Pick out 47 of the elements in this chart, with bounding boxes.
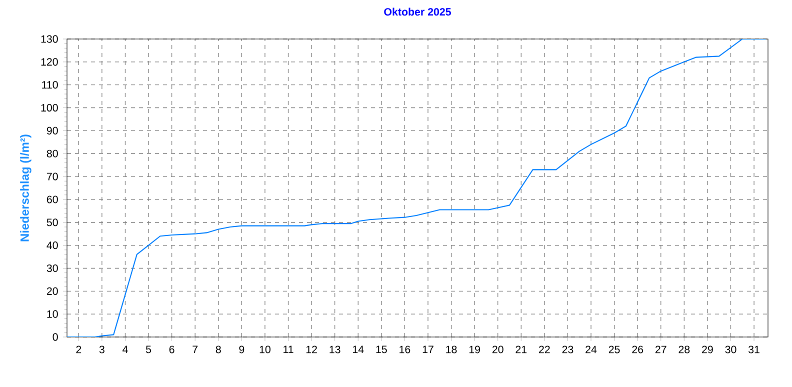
y-tick-label: 90 bbox=[46, 126, 58, 134]
x-tick-label: 29 bbox=[702, 346, 713, 354]
x-tick-label: 7 bbox=[192, 346, 198, 354]
y-axis-title: Niederschlag (l/m²) bbox=[20, 134, 32, 242]
x-tick-label: 30 bbox=[725, 346, 736, 354]
x-tick-label: 21 bbox=[516, 346, 527, 354]
x-tick-label: 8 bbox=[216, 346, 221, 354]
y-tick-label: 40 bbox=[46, 242, 58, 250]
y-tick-label: 100 bbox=[41, 104, 58, 112]
x-tick-label: 26 bbox=[632, 346, 644, 354]
x-tick-label: 17 bbox=[422, 346, 434, 354]
x-tick-label: 19 bbox=[469, 346, 480, 354]
y-tick-label: 60 bbox=[46, 196, 58, 204]
x-tick-label: 31 bbox=[748, 346, 760, 354]
y-tick-label: 0 bbox=[52, 333, 58, 341]
y-tick-label: 130 bbox=[41, 35, 58, 43]
x-tick-label: 15 bbox=[376, 346, 387, 354]
x-tick-label: 18 bbox=[446, 346, 457, 354]
x-tick-label: 13 bbox=[330, 346, 340, 354]
chart-title: Oktober 2025 bbox=[384, 8, 451, 16]
x-tick-label: 5 bbox=[146, 346, 152, 354]
y-tick-label: 80 bbox=[46, 150, 58, 158]
x-tick-label: 10 bbox=[260, 346, 270, 354]
y-tick-label: 50 bbox=[46, 218, 58, 226]
x-tick-label: 28 bbox=[678, 346, 690, 354]
line-series bbox=[67, 39, 766, 337]
x-tick-label: 14 bbox=[353, 346, 364, 354]
x-tick-label: 24 bbox=[586, 346, 597, 354]
y-tick-label: 110 bbox=[42, 81, 58, 89]
x-tick-label: 16 bbox=[400, 346, 410, 354]
y-tick-label: 70 bbox=[46, 172, 58, 180]
x-tick-label: 20 bbox=[492, 346, 504, 354]
x-tick-label: 25 bbox=[608, 346, 620, 354]
y-tick-label: 10 bbox=[47, 310, 58, 318]
y-tick-label: 30 bbox=[46, 264, 58, 272]
x-tick-label: 11 bbox=[284, 346, 294, 354]
x-tick-label: 27 bbox=[655, 346, 666, 354]
x-tick-label: 6 bbox=[169, 346, 174, 354]
y-tick-label: 20 bbox=[46, 287, 58, 295]
x-tick-label: 9 bbox=[239, 346, 244, 354]
x-tick-label: 22 bbox=[539, 346, 550, 354]
x-tick-label: 4 bbox=[122, 346, 128, 354]
x-tick-label: 2 bbox=[76, 346, 82, 354]
x-tick-label: 3 bbox=[99, 346, 104, 354]
x-tick-label: 12 bbox=[306, 346, 317, 354]
x-tick-label: 23 bbox=[562, 346, 574, 354]
y-tick-label: 120 bbox=[41, 58, 58, 66]
